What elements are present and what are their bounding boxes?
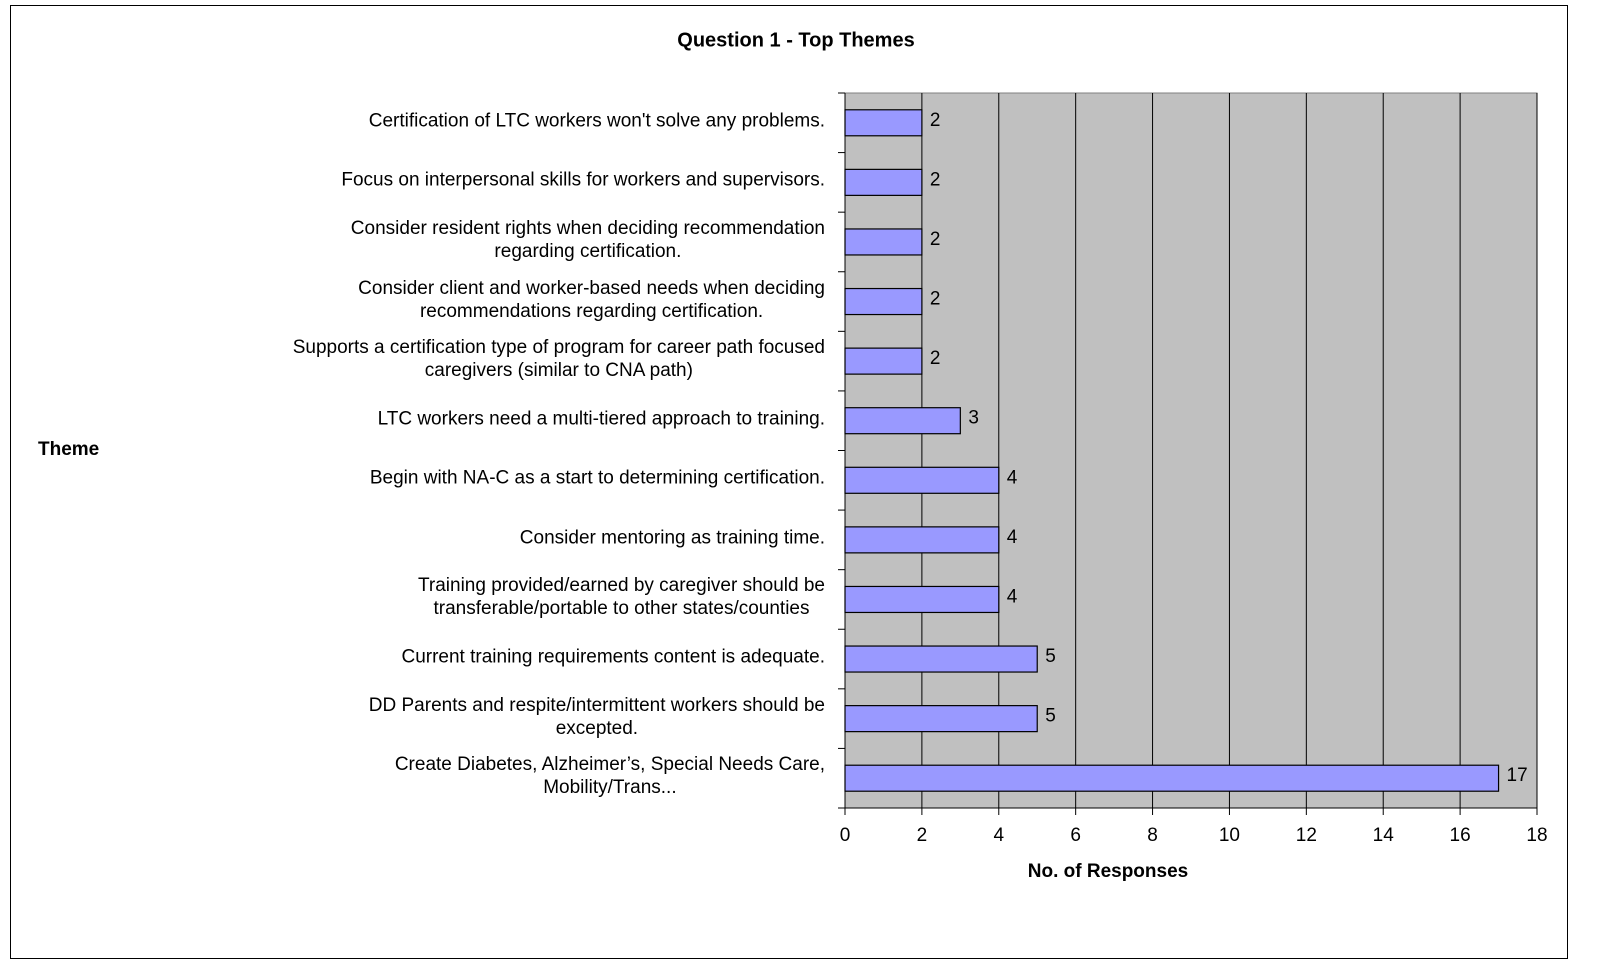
y-tick-label: Supports a certification type of program…	[292, 337, 825, 382]
bar	[844, 645, 1038, 673]
bar	[844, 466, 1000, 494]
x-tick-label: 4	[993, 825, 1004, 846]
x-tick-label: 0	[840, 825, 851, 846]
y-tick-label: Begin with NA-C as a start to determinin…	[369, 467, 825, 489]
y-tick-label: LTC workers need a multi-tiered approach…	[377, 408, 825, 430]
data-label: 4	[1007, 467, 1018, 488]
y-tick-label: Current training requirements content is…	[401, 646, 825, 668]
data-label: 2	[930, 169, 941, 190]
bar	[844, 526, 1000, 554]
y-axis-title: Theme	[38, 439, 99, 460]
y-tick-label: Certification of LTC workers won't solve…	[368, 110, 825, 132]
data-label: 2	[930, 348, 941, 369]
plot-area	[844, 92, 1538, 809]
x-tick-label: 14	[1373, 825, 1395, 846]
y-tick-label: Create Diabetes, Alzheimer’s, Special Ne…	[394, 754, 825, 799]
x-axis-title: No. of Responses	[1028, 861, 1188, 882]
bar	[844, 287, 923, 316]
x-tick-label: 12	[1296, 825, 1317, 846]
bar	[844, 585, 1000, 614]
bar	[844, 407, 961, 435]
bar	[844, 109, 923, 137]
data-label: 2	[930, 289, 941, 310]
x-tick-label: 16	[1450, 825, 1471, 846]
chart-title: Question 1 - Top Themes	[677, 29, 914, 51]
y-tick-label: Consider resident rights when deciding r…	[350, 217, 825, 262]
x-tick-label: 18	[1526, 825, 1547, 846]
data-label: 4	[1007, 586, 1018, 607]
data-label: 5	[1045, 646, 1056, 667]
data-label: 3	[968, 408, 979, 429]
data-label: 4	[1007, 527, 1018, 548]
y-tick-label: Focus on interpersonal skills for worker…	[341, 169, 825, 191]
bar	[844, 764, 1500, 792]
x-tick-label: 8	[1147, 825, 1158, 846]
bar	[844, 347, 923, 375]
data-label: 5	[1045, 706, 1056, 727]
y-tick-label: Consider mentoring as training time.	[519, 527, 825, 549]
bar	[844, 705, 1038, 733]
x-tick-label: 10	[1219, 825, 1240, 846]
x-tick-label: 2	[917, 825, 928, 846]
y-tick-label: Consider client and worker-based needs w…	[358, 277, 825, 322]
data-label: 17	[1507, 765, 1528, 786]
y-tick-label: Training provided/earned by caregiver sh…	[418, 575, 825, 620]
x-tick-label: 6	[1070, 825, 1081, 846]
bar	[844, 228, 923, 256]
data-label: 2	[930, 110, 941, 131]
data-label: 2	[930, 229, 941, 250]
bar	[844, 168, 923, 196]
y-tick-label: DD Parents and respite/intermittent work…	[368, 694, 825, 739]
